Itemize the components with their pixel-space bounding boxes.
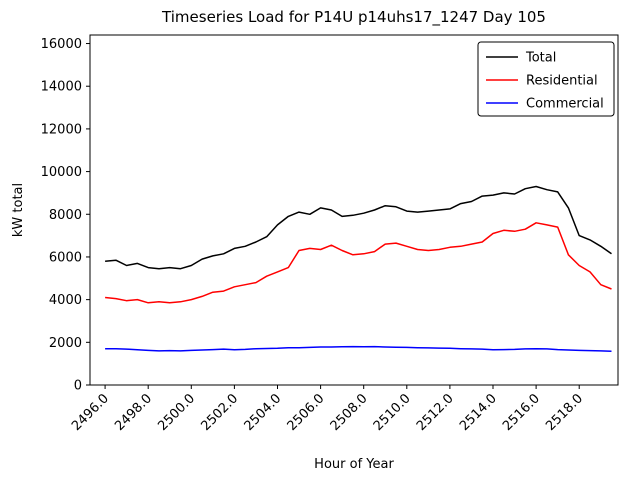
y-axis-label: kW total <box>11 183 26 237</box>
chart-title: Timeseries Load for P14U p14uhs17_1247 D… <box>161 8 546 27</box>
legend-label-commercial: Commercial <box>526 97 604 112</box>
axes-frame <box>89 34 619 386</box>
y-tick-label: 6000 <box>49 250 82 265</box>
y-tick-label: 2000 <box>49 336 82 351</box>
legend-label-residential: Residential <box>526 74 598 89</box>
x-tick-label: 2514.0 <box>457 391 500 434</box>
x-tick-label: 2518.0 <box>543 391 586 434</box>
series-line-residential <box>105 222 612 304</box>
x-tick-label: 2508.0 <box>328 391 371 434</box>
y-tick-label: 0 <box>74 379 82 394</box>
x-tick-label: 2502.0 <box>198 391 241 434</box>
y-tick-label: 16000 <box>41 37 82 52</box>
y-tick-label: 14000 <box>41 80 82 95</box>
x-tick-label: 2516.0 <box>500 391 543 434</box>
x-tick-label: 2504.0 <box>242 391 285 434</box>
x-tick-label: 2512.0 <box>414 391 457 434</box>
y-tick-label: 12000 <box>41 122 82 137</box>
legend-box <box>477 41 615 117</box>
x-tick-label: 2500.0 <box>155 391 198 434</box>
y-tick-label: 4000 <box>49 293 82 308</box>
x-tick-label: 2506.0 <box>285 391 328 434</box>
x-axis-label: Hour of Year <box>314 457 394 472</box>
x-tick-label: 2498.0 <box>112 391 155 434</box>
x-tick-label: 2496.0 <box>69 391 112 434</box>
series-line-total <box>105 185 612 270</box>
y-tick-label: 8000 <box>49 208 82 223</box>
legend-label-total: Total <box>525 51 556 66</box>
series-line-commercial <box>105 345 612 353</box>
y-tick-label: 10000 <box>41 165 82 180</box>
x-tick-label: 2510.0 <box>371 391 414 434</box>
